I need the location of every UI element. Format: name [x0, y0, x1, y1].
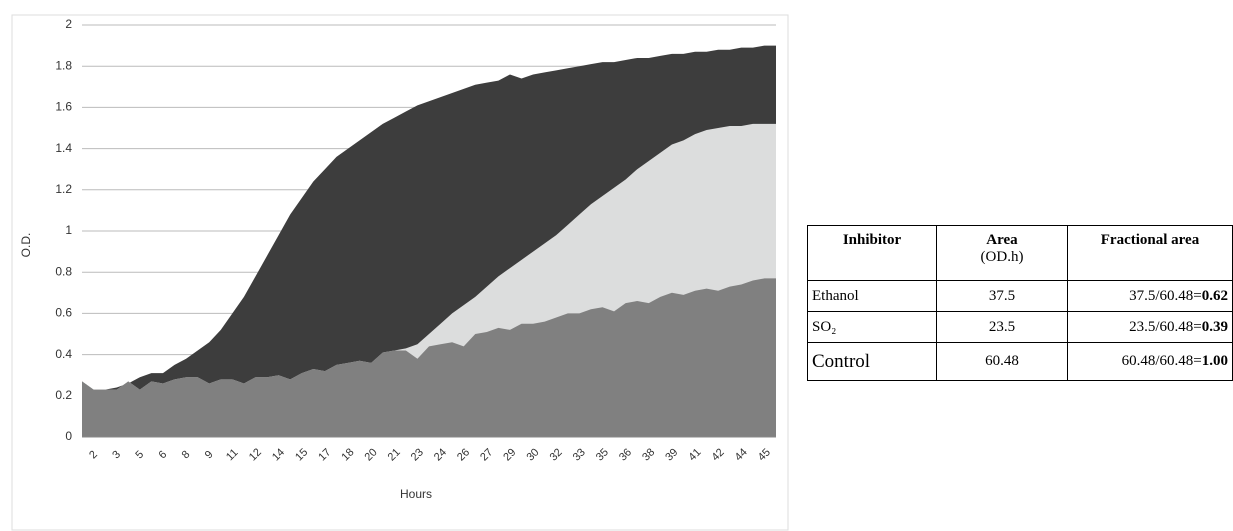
y-tick-label: 0	[65, 429, 72, 443]
x-tick-label: 26	[455, 446, 472, 463]
x-tick-label: 3	[110, 449, 123, 462]
y-tick-label: 1.4	[55, 141, 72, 155]
table-cell: 23.5	[936, 311, 1068, 343]
table-cell: 23.5/60.48=0.39	[1067, 311, 1233, 343]
y-tick-label: 1.8	[55, 58, 72, 72]
x-tick-label: 32	[548, 446, 565, 463]
x-tick-label: 33	[571, 446, 588, 463]
y-tick-label: 0.2	[55, 388, 72, 402]
header-text: Area	[986, 232, 1018, 248]
x-tick-label: 27	[478, 446, 495, 463]
area-series	[82, 278, 776, 437]
table-cell: 37.5/60.48=0.62	[1067, 280, 1233, 312]
y-tick-label: 2	[65, 17, 72, 31]
chart: O.D. Hours 00.20.40.60.811.21.41.61.822 3…	[11, 14, 789, 531]
header-row: Inhibitor Area (OD.h) Fractional area	[807, 225, 1233, 281]
fraction-result: 0.62	[1201, 287, 1228, 304]
fraction-text: 23.5/60.48=	[1129, 318, 1202, 335]
x-tick-label: 24	[432, 446, 449, 463]
table-cell: Control	[807, 342, 937, 381]
header-unit: (OD.h)	[980, 249, 1024, 265]
y-tick-label: 0.4	[55, 347, 72, 361]
y-axis-label: O.D.	[19, 233, 33, 258]
table-cell: SO₂	[807, 311, 937, 343]
x-tick-label: 12	[247, 446, 264, 463]
x-tick-label: 38	[640, 446, 657, 463]
table-cell: 60.48/60.48=1.00	[1067, 342, 1233, 381]
header-cell: Area (OD.h)	[936, 225, 1068, 281]
table-row: Control 60.48 60.48/60.48=1.00	[807, 342, 1233, 381]
x-tick-label: 45	[756, 446, 773, 463]
x-tick-label: 20	[363, 446, 380, 463]
y-tick-label: 0.6	[55, 306, 72, 320]
x-tick-label: 29	[501, 446, 518, 463]
x-axis-label: Hours	[400, 487, 432, 501]
table-cell: 60.48	[936, 342, 1068, 381]
y-tick-label: 1	[65, 223, 72, 237]
fraction-result: 0.39	[1201, 318, 1228, 335]
x-tick-label: 11	[224, 447, 241, 464]
x-tick-label: 6	[156, 449, 169, 462]
x-tick-label: 18	[339, 446, 356, 463]
results-table: Inhibitor Area (OD.h) Fractional area Eth…	[807, 225, 1233, 381]
chart-frame	[11, 14, 789, 531]
fraction-text: 60.48/60.48=	[1121, 353, 1202, 369]
fraction-result: 1.00	[1201, 353, 1228, 369]
x-tick-label: 17	[316, 446, 333, 463]
x-tick-label: 39	[663, 446, 680, 463]
x-tick-label: 14	[270, 446, 287, 463]
x-tick-label: 35	[594, 446, 611, 463]
x-tick-label: 36	[617, 446, 634, 463]
x-tick-label: 44	[733, 446, 750, 463]
x-tick-label: 15	[293, 446, 310, 463]
x-tick-label: 23	[409, 446, 426, 463]
x-tick-label: 9	[203, 449, 216, 462]
y-tick-label: 1.6	[55, 100, 72, 114]
fraction-text: 37.5/60.48=	[1129, 287, 1202, 304]
x-tick-label: 42	[710, 446, 727, 463]
x-tick-label: 5	[133, 449, 146, 462]
x-tick-label: 30	[524, 446, 541, 463]
table-cell: 37.5	[936, 280, 1068, 312]
y-tick-label: 0.8	[55, 264, 72, 278]
x-tick-label: 21	[386, 446, 403, 463]
x-tick-label: 2	[87, 449, 100, 462]
header-cell: Fractional area	[1067, 225, 1233, 281]
table-row: SO₂ 23.5 23.5/60.48=0.39	[807, 311, 1233, 343]
table-cell: Ethanol	[807, 280, 937, 312]
table-row: Ethanol 37.5 37.5/60.48=0.62	[807, 280, 1233, 312]
y-tick-label: 1.2	[55, 182, 72, 196]
x-tick-label: 8	[180, 449, 193, 462]
x-tick-label: 41	[686, 446, 703, 463]
header-cell: Inhibitor	[807, 225, 937, 281]
